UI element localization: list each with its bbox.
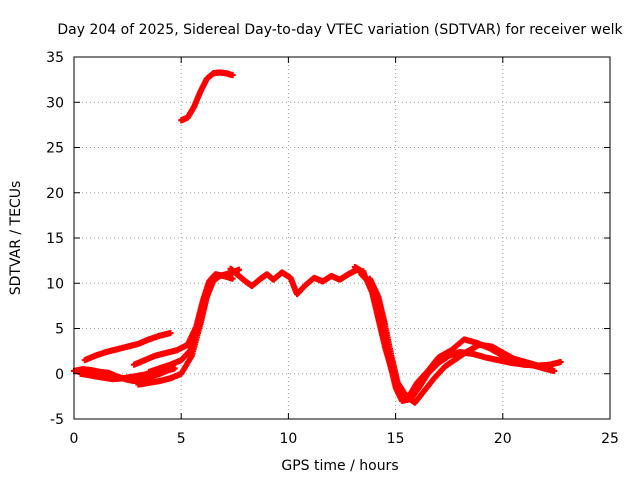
data-point — [167, 330, 174, 337]
data-point — [229, 275, 236, 282]
data-point — [171, 365, 178, 372]
x-tick-label: 25 — [601, 431, 619, 447]
chart-title: Day 204 of 2025, Sidereal Day-to-day VTE… — [57, 22, 623, 38]
y-tick-label: 0 — [55, 367, 64, 383]
y-tick-label: 15 — [46, 231, 64, 247]
x-tick-label: 15 — [387, 431, 405, 447]
plot-points — [71, 69, 564, 406]
y-axis-label: SDTVAR / TECUs — [8, 181, 24, 296]
data-point — [236, 266, 243, 273]
series-track-11 — [351, 263, 556, 401]
y-tick-label: 35 — [46, 50, 64, 66]
y-tick-label: 20 — [46, 186, 64, 202]
x-axis-label: GPS time / hours — [281, 458, 398, 474]
x-tick-label: 10 — [279, 431, 297, 447]
y-tick-label: -5 — [50, 412, 64, 428]
y-tick-label: 25 — [46, 141, 64, 157]
data-point — [557, 358, 564, 365]
y-tick-label: 30 — [46, 95, 64, 111]
series-track-3 — [81, 330, 174, 364]
data-point — [214, 273, 221, 280]
series-track-8 — [227, 265, 367, 298]
x-tick-label: 5 — [177, 431, 186, 447]
data-point — [229, 72, 236, 79]
y-tick-label: 10 — [46, 276, 64, 292]
x-tick-label: 20 — [494, 431, 512, 447]
grid — [74, 57, 610, 419]
ticks: 0 5 10 15 20 25 -5 0 5 10 15 20 25 30 35 — [46, 50, 619, 447]
y-tick-label: 5 — [55, 322, 64, 338]
x-tick-label: 0 — [70, 431, 79, 447]
data-point — [549, 366, 556, 373]
series-track-7 — [146, 273, 221, 375]
series-track-1 — [178, 69, 236, 124]
